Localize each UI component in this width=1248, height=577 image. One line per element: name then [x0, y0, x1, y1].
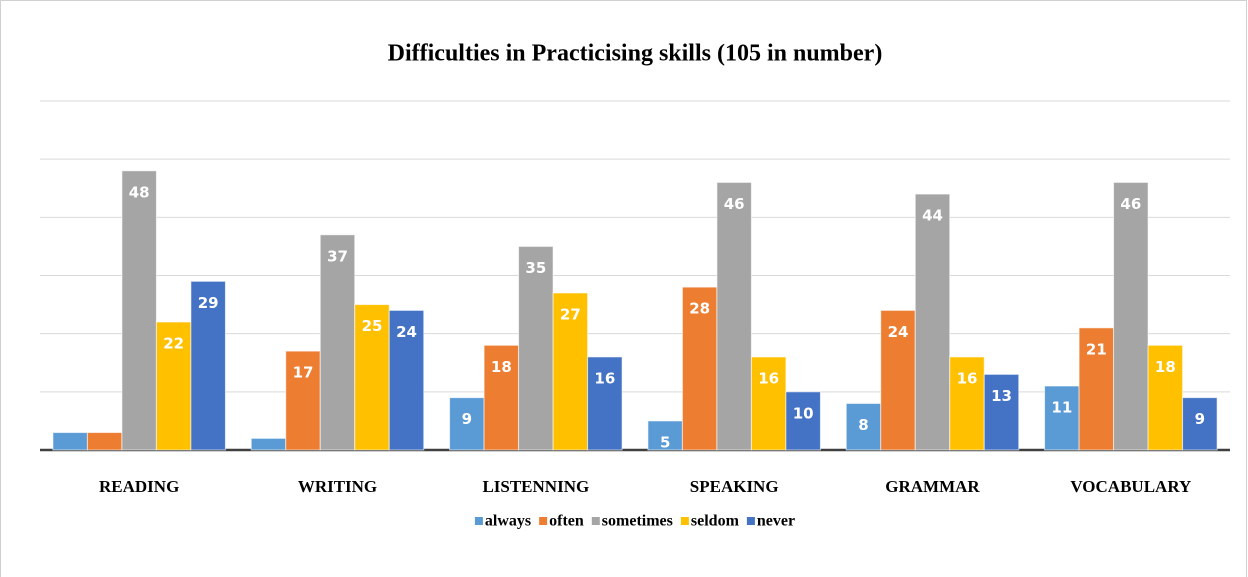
bar	[681, 286, 718, 451]
grid	[40, 100, 1230, 452]
bar	[1078, 327, 1115, 451]
legend-label: never	[757, 513, 795, 530]
legend-label: seldom	[691, 513, 740, 530]
bar	[319, 234, 356, 451]
bar	[388, 309, 425, 451]
bar	[1182, 397, 1218, 451]
bar	[250, 437, 287, 451]
x-tick-label: READING	[99, 477, 179, 496]
bar	[983, 373, 1020, 451]
bar	[52, 432, 88, 451]
value-label: 37	[327, 247, 348, 265]
value-label: 24	[888, 323, 909, 341]
x-tick-label: GRAMMAR	[885, 477, 980, 496]
value-label: 21	[1086, 340, 1107, 358]
bar	[518, 245, 554, 451]
value-label: 8	[858, 416, 868, 434]
value-label: 35	[525, 259, 546, 277]
value-label: 17	[293, 364, 314, 382]
value-label: 27	[560, 305, 581, 323]
value-label: 11	[1051, 399, 1072, 417]
bar	[587, 356, 623, 451]
value-label: 10	[793, 404, 814, 422]
bar	[716, 181, 752, 451]
legend: always often sometimes seldom never	[460, 506, 810, 538]
bar	[155, 321, 192, 451]
bars: READING 48 22 29 WRITING 17 37 25 24 LISTENNING 9 1…	[52, 170, 1218, 496]
value-label: 9	[462, 410, 472, 428]
value-label: 46	[724, 195, 745, 213]
value-label: 5	[660, 433, 670, 451]
legend-label: sometimes	[602, 513, 673, 530]
legend-swatch	[746, 517, 755, 525]
bar	[750, 356, 787, 451]
bar	[285, 350, 321, 451]
x-tick-label: WRITING	[298, 477, 377, 496]
value-label: 46	[1120, 195, 1141, 213]
legend-swatch	[591, 517, 600, 525]
value-label: 18	[491, 358, 512, 376]
x-tick-label: VOCABULARY	[1070, 477, 1191, 496]
bar	[1113, 181, 1149, 451]
bar	[1044, 385, 1080, 451]
value-label: 44	[922, 207, 943, 225]
value-label: 22	[163, 335, 184, 353]
bar	[449, 397, 485, 451]
x-tick-label: SPEAKING	[690, 477, 779, 496]
value-label: 25	[362, 317, 383, 335]
value-label: 24	[396, 323, 417, 341]
bar	[880, 309, 916, 451]
bar	[354, 304, 390, 451]
legend-label: always	[485, 513, 531, 530]
value-label: 16	[594, 369, 615, 387]
bar	[121, 170, 157, 451]
value-label: 28	[689, 300, 710, 318]
value-label: 9	[1195, 410, 1205, 428]
bar	[552, 292, 589, 451]
bar	[914, 193, 951, 451]
legend-label: often	[549, 513, 584, 530]
legend-swatch	[539, 517, 548, 525]
value-label: 48	[129, 183, 150, 201]
value-label: 16	[957, 369, 978, 387]
bar	[86, 432, 123, 451]
x-tick-label: LISTENNING	[482, 477, 589, 496]
value-label: 29	[198, 294, 219, 312]
chart-title: Difficulties in Practicising skills (105…	[388, 41, 883, 67]
legend-swatch	[680, 517, 689, 525]
legend-swatch	[474, 517, 483, 525]
value-label: 13	[991, 387, 1012, 405]
value-label: 18	[1155, 358, 1176, 376]
bar	[190, 280, 226, 451]
bar	[845, 402, 882, 451]
bar	[785, 391, 821, 451]
bar	[483, 344, 520, 451]
value-label: 16	[758, 369, 779, 387]
